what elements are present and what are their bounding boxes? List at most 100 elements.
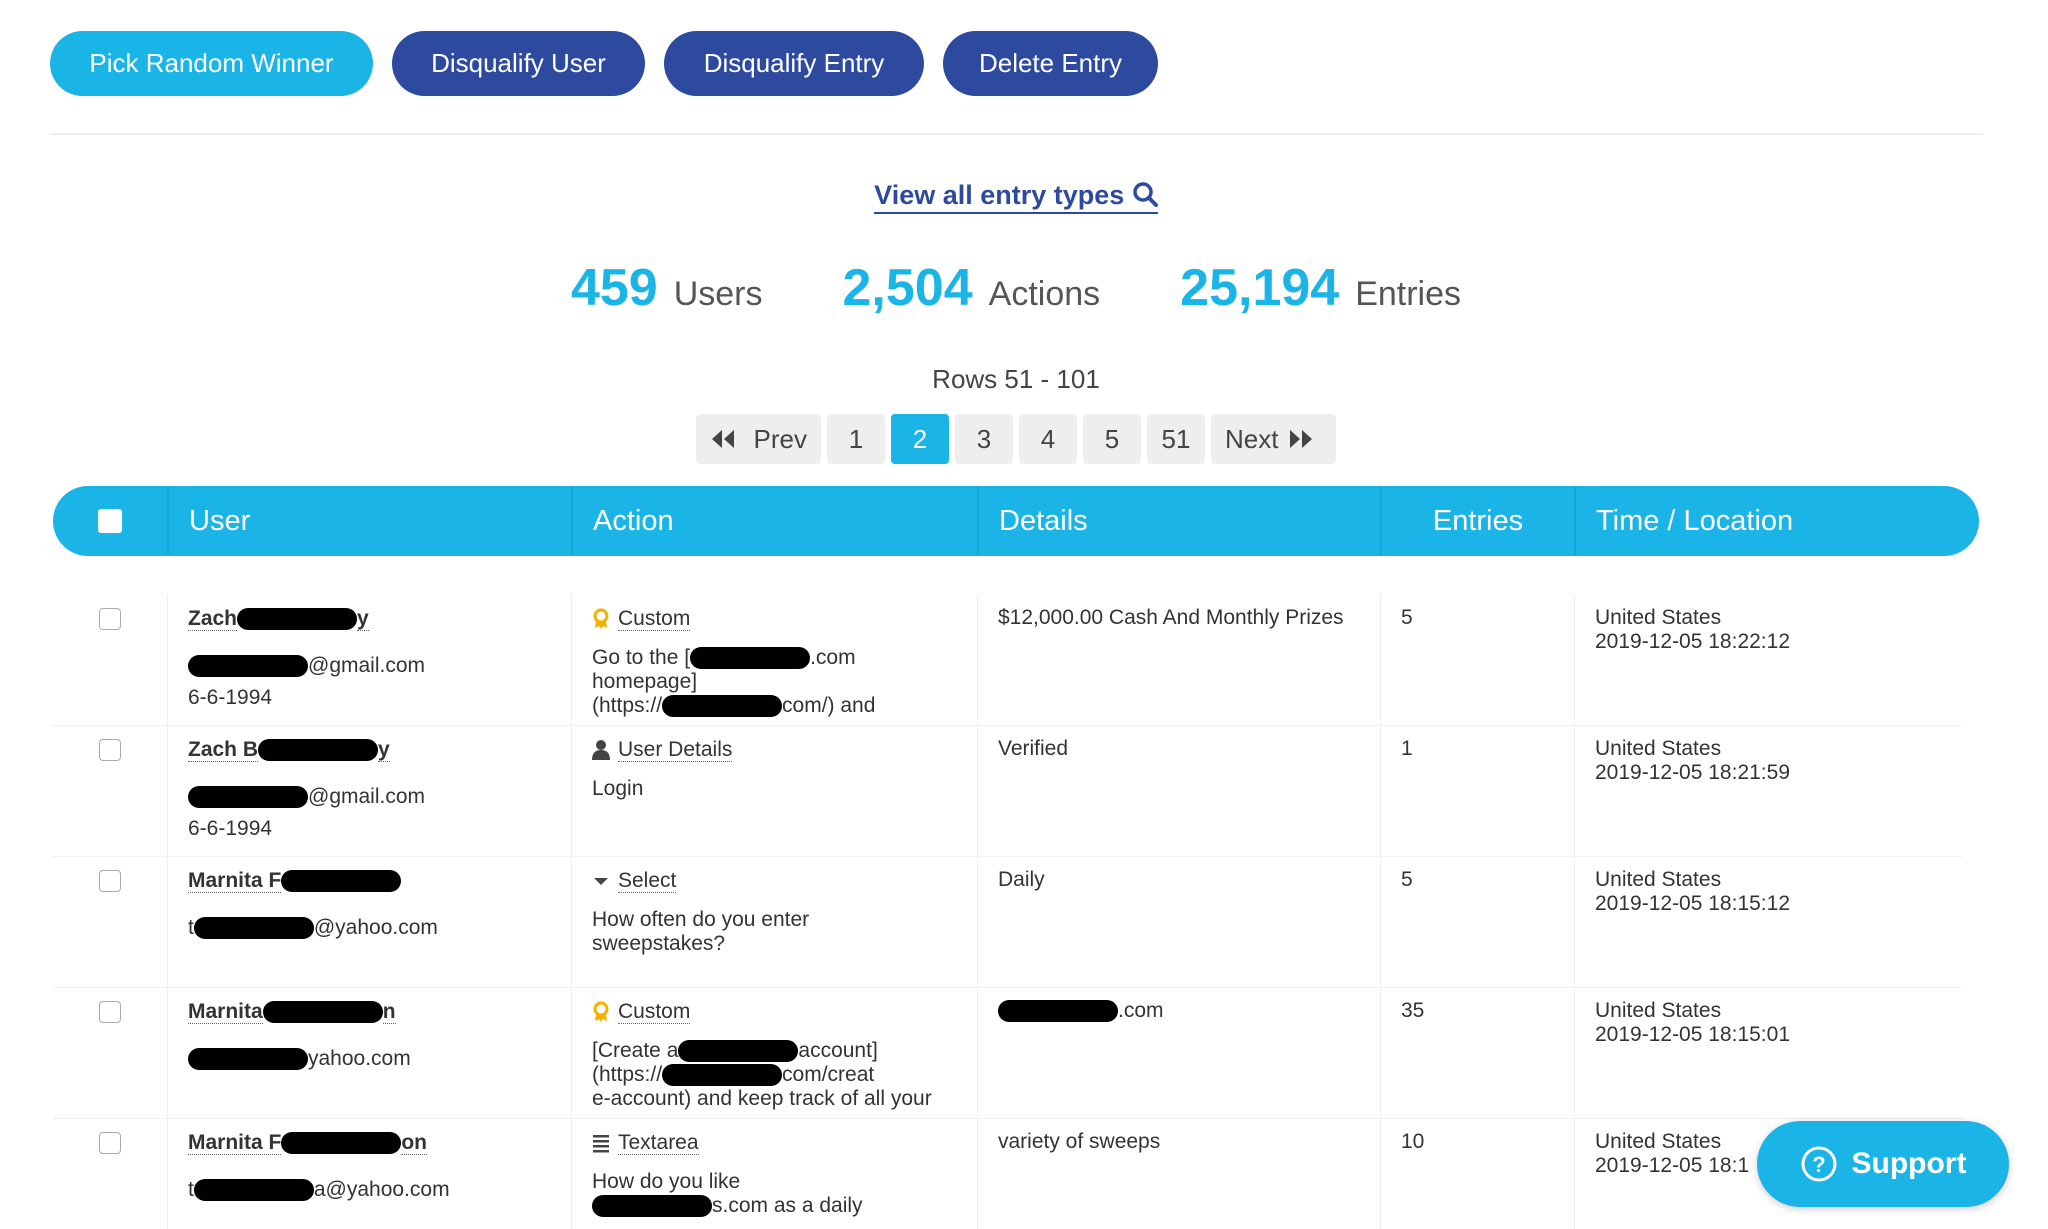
text: account]: [798, 1039, 878, 1062]
support-button[interactable]: ? Support: [1757, 1121, 2009, 1207]
delete-entry-button[interactable]: Delete Entry: [943, 31, 1158, 96]
text: How do you like: [592, 1170, 741, 1193]
table-row: Marnita F t @yahoo.com Select How often do y…: [53, 856, 1962, 988]
search-icon: [1133, 182, 1158, 207]
user-email: yahoo.com: [188, 1039, 571, 1079]
user-email: @gmail.com: [188, 777, 571, 817]
text: com/) and: [782, 694, 876, 717]
action-type[interactable]: Select: [618, 869, 677, 893]
page-button[interactable]: 5: [1083, 414, 1141, 464]
icon: [593, 608, 609, 630]
text: (https://: [592, 1063, 663, 1086]
header-cell: Time / Location: [1574, 486, 1979, 556]
header-cell: Action: [571, 486, 977, 556]
entries-cell: 1: [1380, 725, 1574, 856]
details-cell: Verified: [977, 725, 1380, 856]
user-email: t @yahoo.com: [188, 908, 571, 948]
action-type[interactable]: Custom: [618, 1000, 691, 1024]
stat-label: Actions: [988, 275, 1101, 313]
page-button[interactable]: 4: [1019, 414, 1077, 464]
pick-winner-button[interactable]: Pick Random Winner: [50, 31, 373, 96]
user-cell: Marnita n yahoo.com: [167, 987, 571, 1118]
user-dob: 6-6-1994: [188, 817, 273, 840]
text: on: [401, 1131, 427, 1155]
redaction: [188, 1048, 308, 1071]
timestamp: 2019-12-05 18:1: [1595, 1154, 1750, 1177]
action-type-line: Custom: [592, 606, 977, 632]
action-type-line: User Details: [592, 737, 977, 763]
entries-value: 35: [1401, 999, 1425, 1022]
text: How often do you enter: [592, 908, 810, 931]
support-label: Support: [1851, 1147, 1967, 1180]
time-location-cell: United States 2019-12-05 18:22:12: [1574, 594, 1962, 725]
action-cell: Custom Go to the [.com homepage] (https:// c…: [571, 594, 977, 725]
disqualify-user-button[interactable]: Disqualify User: [392, 31, 645, 96]
header-checkbox[interactable]: [98, 509, 122, 533]
prev-button[interactable]: Prev: [695, 414, 821, 464]
redaction: [662, 1064, 783, 1087]
action-text-line: Login: [592, 777, 977, 801]
view-link-row: View all entry types: [0, 180, 2032, 214]
redaction: [678, 1040, 799, 1063]
row-checkbox[interactable]: [99, 1132, 121, 1154]
page-button[interactable]: 3: [955, 414, 1013, 464]
text: .com: [1118, 999, 1164, 1022]
header-checkbox-cell: [53, 486, 167, 556]
text: $12,000.00 Cash And Monthly Prizes: [998, 606, 1344, 629]
page-button[interactable]: 1: [827, 414, 885, 464]
redaction: [662, 695, 783, 718]
page-button[interactable]: 51: [1147, 414, 1205, 464]
text: @gmail.com: [308, 785, 426, 808]
user-cell: Zach y @gmail.com 6-6-1994: [167, 594, 571, 725]
time-location-cell: United States 2019-12-05 18:21:59: [1574, 725, 1962, 856]
action-text-line: e-account) and keep track of all your: [592, 1087, 977, 1111]
icon: [1290, 430, 1313, 448]
action-cell: Textarea How do you like s.com as a daily: [571, 1118, 977, 1229]
action-text-line: (https:// com/) and: [592, 694, 977, 718]
user-cell: Zach B y @gmail.com 6-6-1994: [167, 725, 571, 856]
prev-label: Prev: [753, 423, 807, 454]
action-type[interactable]: Custom: [618, 607, 691, 631]
row-checkbox[interactable]: [99, 608, 121, 630]
row-checkbox[interactable]: [99, 739, 121, 761]
text: homepage]: [592, 670, 698, 693]
checkbox-cell: [53, 987, 167, 1118]
stat: 25,194 Entries: [1180, 258, 1461, 318]
entries-cell: 5: [1380, 594, 1574, 725]
country: United States: [1595, 999, 1722, 1022]
timestamp: 2019-12-05 18:21:59: [1595, 761, 1790, 784]
pagination: Prev 1 2 3 4 5 51 Next: [0, 414, 2032, 464]
disqualify-entry-button[interactable]: Disqualify Entry: [664, 31, 924, 96]
stat: 2,504 Actions: [843, 258, 1101, 318]
action-cell: Custom [Create a account] (https:// com/crea…: [571, 987, 977, 1118]
svg-text:?: ?: [1812, 1152, 1825, 1177]
text: s.com as a daily: [712, 1194, 863, 1217]
action-type[interactable]: User Details: [618, 738, 733, 762]
text: @yahoo.com: [313, 916, 438, 939]
text: yahoo.com: [308, 1047, 411, 1070]
next-button[interactable]: Next: [1211, 414, 1337, 464]
text: sweepstakes?: [592, 932, 726, 955]
view-link[interactable]: View all entry types: [874, 180, 1158, 214]
help-icon: ?: [1801, 1146, 1836, 1182]
stat-label: Entries: [1355, 275, 1462, 313]
page-button[interactable]: 2: [891, 414, 949, 464]
action-type[interactable]: Textarea: [618, 1131, 699, 1155]
row-checkbox[interactable]: [99, 1001, 121, 1023]
redaction: [998, 1000, 1118, 1023]
entries-value: 1: [1401, 737, 1413, 760]
user-email: @gmail.com: [188, 646, 571, 686]
row-checkbox[interactable]: [99, 870, 121, 892]
redaction: [690, 647, 811, 670]
header-cell: Entries: [1380, 486, 1574, 556]
details-cell: .com: [977, 987, 1380, 1118]
redaction: [592, 1195, 712, 1218]
divider: [50, 133, 1983, 135]
redaction: [193, 1179, 314, 1202]
text: y: [378, 738, 390, 762]
stat: 459 Users: [571, 258, 763, 318]
redaction: [281, 870, 402, 893]
text: @gmail.com: [308, 654, 426, 677]
header-cell: Details: [977, 486, 1380, 556]
